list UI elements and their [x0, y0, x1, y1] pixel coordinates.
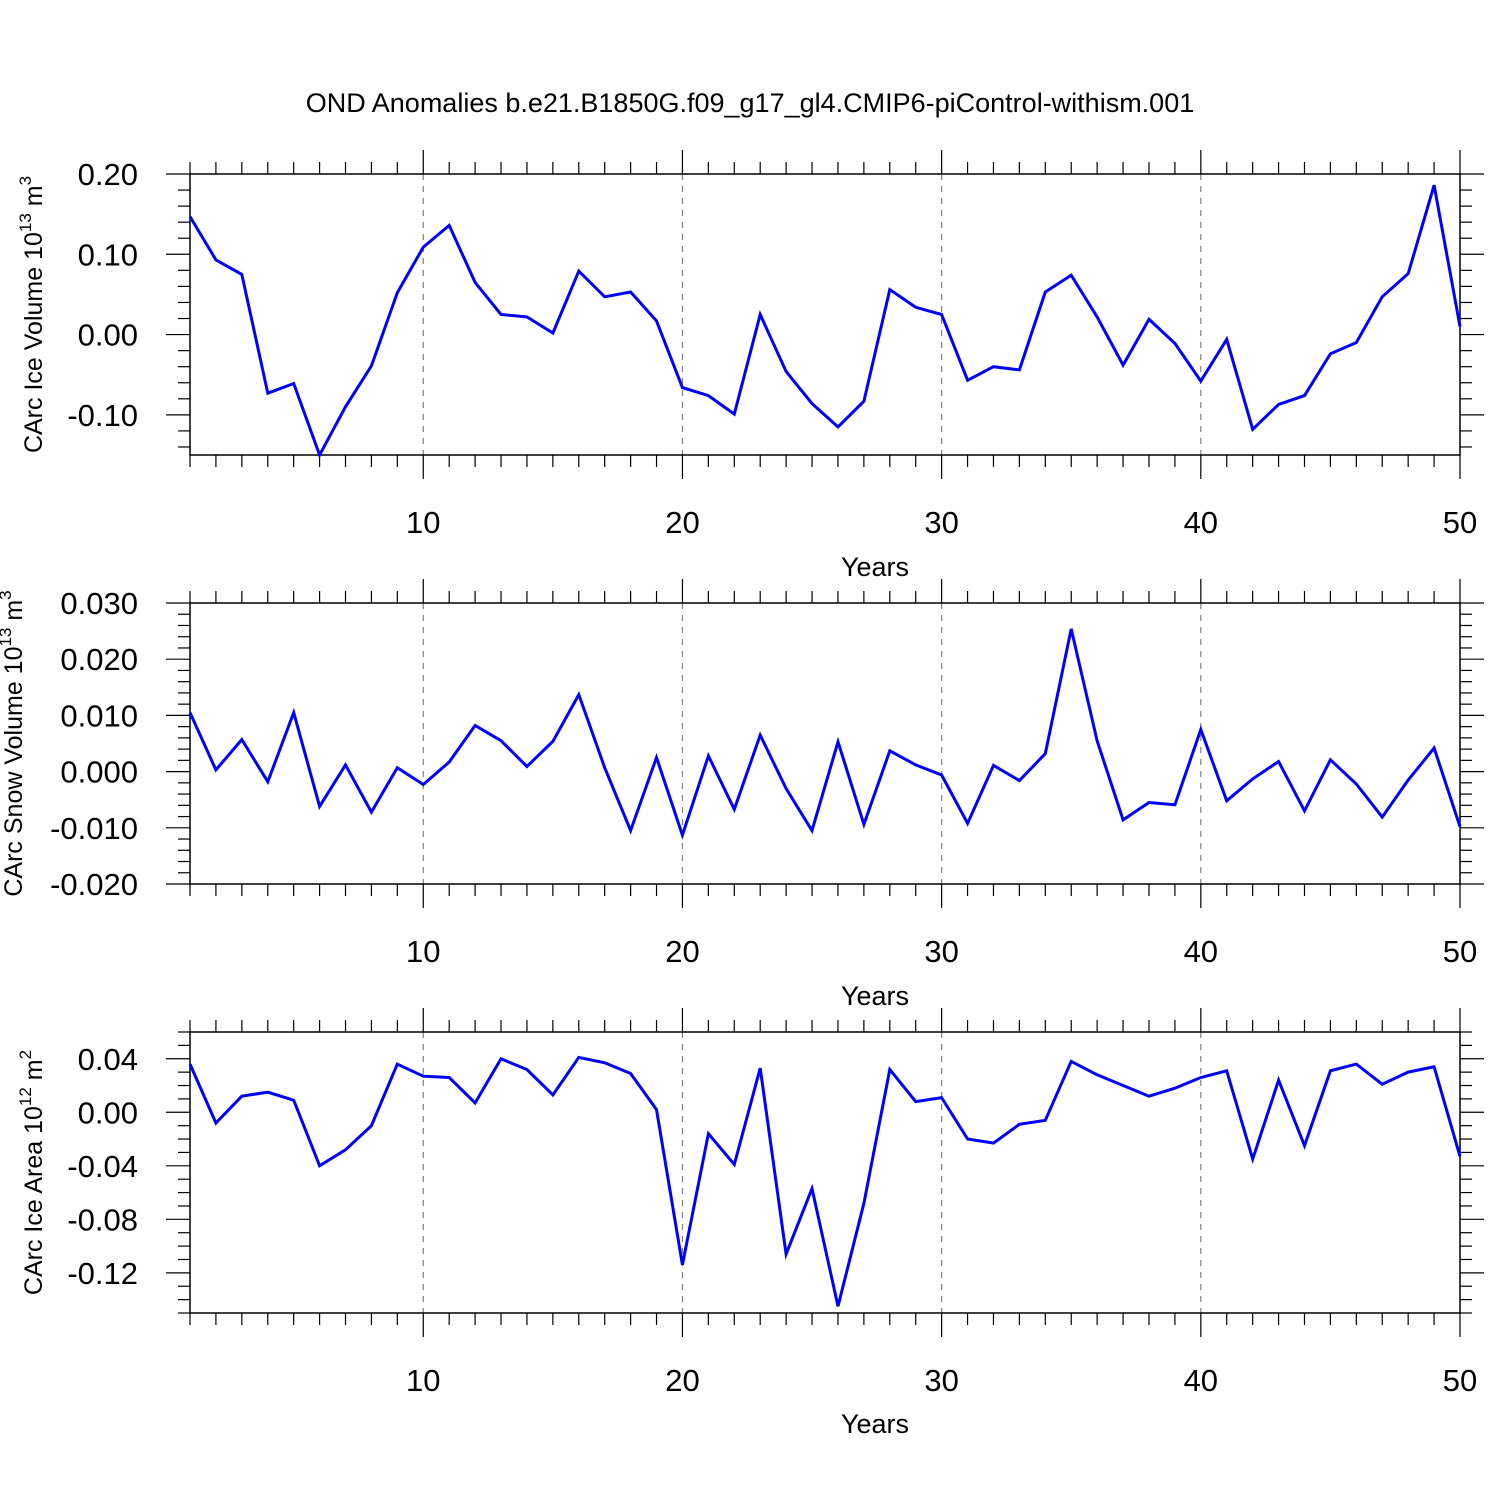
y-axis-label-exponent: 13 — [16, 213, 35, 232]
chart-title: OND Anomalies b.e21.B1850G.f09_g17_gl4.C… — [306, 88, 1194, 118]
x-tick-label: 10 — [406, 934, 440, 969]
plot-frame — [190, 1032, 1460, 1313]
x-tick-label: 30 — [924, 1363, 958, 1398]
y-axis-label: CArc Snow Volume 1013 m3 — [0, 590, 28, 896]
y-tick-label: 0.000 — [60, 755, 138, 790]
x-tick-label: 20 — [665, 505, 699, 540]
x-tick-label: 50 — [1443, 934, 1477, 969]
x-axis-label: Years — [841, 1409, 909, 1439]
x-tick-label: 40 — [1184, 1363, 1218, 1398]
y-tick-label: -0.010 — [50, 811, 138, 846]
y-tick-label: 0.020 — [60, 642, 138, 677]
y-tick-label: 0.20 — [78, 157, 138, 192]
x-axis-label: Years — [841, 981, 909, 1011]
y-axis-label-unit: m — [20, 185, 48, 213]
y-axis-label-unit: m — [0, 600, 28, 628]
y-axis-label-text: CArc Ice Volume 10 — [20, 232, 48, 453]
y-axis-label-text: CArc Snow Volume 10 — [0, 647, 28, 897]
y-axis-label-text: CArc Ice Area 10 — [20, 1106, 48, 1295]
x-tick-label: 10 — [406, 505, 440, 540]
y-tick-label: -0.10 — [67, 398, 138, 433]
x-tick-label: 50 — [1443, 1363, 1477, 1398]
y-axis-label-exponent: 12 — [16, 1087, 35, 1106]
y-tick-label: 0.010 — [60, 698, 138, 733]
x-tick-label: 10 — [406, 1363, 440, 1398]
y-axis-label: CArc Ice Area 1012 m2 — [16, 1050, 48, 1295]
y-tick-label: -0.12 — [67, 1256, 138, 1291]
x-tick-label: 40 — [1184, 505, 1218, 540]
y-axis-label-unit-exponent: 2 — [16, 1050, 35, 1059]
x-tick-label: 20 — [665, 1363, 699, 1398]
y-axis-label-unit-exponent: 3 — [0, 590, 15, 599]
y-tick-label: -0.08 — [67, 1202, 138, 1237]
x-tick-label: 40 — [1184, 934, 1218, 969]
plot-frame — [190, 603, 1460, 884]
y-tick-label: -0.020 — [50, 867, 138, 902]
y-tick-label: -0.04 — [67, 1149, 138, 1184]
y-tick-label: 0.030 — [60, 586, 138, 621]
series-line — [190, 629, 1460, 835]
panel-3: 0.04 0.00 -0.04 -0.08 -0.12 10 20 30 40 50 Years CA… — [16, 1008, 1484, 1439]
y-axis-label: CArc Ice Volume 1013 m3 — [16, 176, 48, 453]
series-line — [190, 1057, 1460, 1306]
panel-2: 0.030 0.020 0.010 0.000 -0.010 -0.020 10 20 30 40… — [0, 579, 1484, 1011]
panel-1: 0.20 0.10 0.00 -0.10 10 20 30 40 50 Years CArc Ice… — [16, 150, 1484, 582]
y-tick-label: 0.00 — [78, 318, 138, 353]
x-tick-label: 20 — [665, 934, 699, 969]
y-tick-label: 0.04 — [78, 1042, 138, 1077]
y-axis-label-exponent: 13 — [0, 628, 15, 647]
y-axis-label-unit: m — [20, 1059, 48, 1087]
x-axis-label: Years — [841, 552, 909, 582]
y-axis-label-unit-exponent: 3 — [16, 176, 35, 185]
y-tick-label: 0.10 — [78, 237, 138, 272]
x-tick-label: 50 — [1443, 505, 1477, 540]
x-tick-label: 30 — [924, 934, 958, 969]
y-tick-label: 0.00 — [78, 1095, 138, 1130]
series-line — [190, 185, 1460, 455]
x-tick-label: 30 — [924, 505, 958, 540]
